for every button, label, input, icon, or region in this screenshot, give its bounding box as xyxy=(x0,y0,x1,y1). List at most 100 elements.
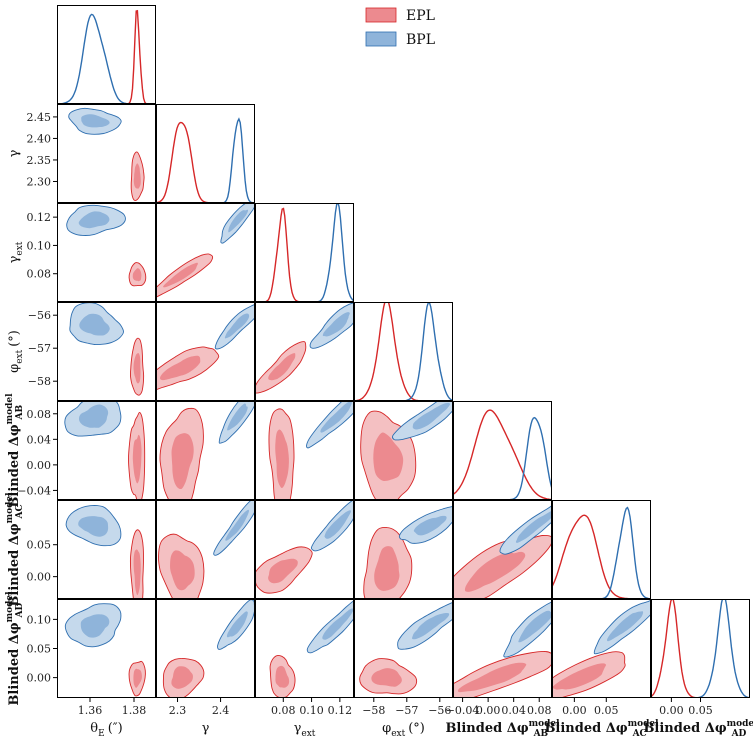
x-tick-label: 0.12 xyxy=(328,704,353,717)
y-tick-label: 0.12 xyxy=(27,211,52,224)
panel-dphi_AD-vs-dphi_AB: −0.040.00 0.04 0.08 xyxy=(446,599,552,717)
panel-thetaE-vs-thetaE xyxy=(57,5,156,104)
marginal-BPL-dphi_AC xyxy=(552,506,651,599)
panel-dphi_AD-vs-gamma_ext: 0.08 0.10 0.12 xyxy=(255,599,354,717)
contour-68-BPL xyxy=(412,402,451,430)
marginal-EPL-dphi_AC xyxy=(552,514,651,599)
contour-68-BPL xyxy=(78,516,109,537)
panel-dphi_AC-vs-phi_ext xyxy=(354,500,453,599)
corner-panels: 2.302.352.402.450.080.100.12−58−57−56−0.… xyxy=(5,5,753,739)
panel-frame xyxy=(552,599,651,698)
panel-frame xyxy=(453,500,552,599)
contour-68-BPL xyxy=(412,612,450,640)
panel-frame xyxy=(354,500,453,599)
x-tick-label: 0.00 xyxy=(476,704,501,717)
y-tick-label: 0.04 xyxy=(27,433,52,446)
x-tick-label: 1.36 xyxy=(78,704,103,717)
panel-frame xyxy=(354,599,453,698)
contour-68-EPL xyxy=(132,268,142,282)
panel-frame xyxy=(552,500,651,599)
contour-68-BPL xyxy=(322,608,354,640)
contour-68-EPL xyxy=(457,662,527,693)
panel-frame xyxy=(57,5,156,104)
marginal-BPL-gamma xyxy=(156,117,255,203)
marginal-BPL-dphi_AD xyxy=(651,599,750,698)
contour-68-BPL xyxy=(226,611,248,638)
y-tick-label: 0.00 xyxy=(27,672,52,685)
panel-dphi_AC-vs-gamma_ext xyxy=(255,500,354,599)
marginal-EPL-dphi_AB xyxy=(453,409,552,500)
y-axis-label-dphi_AD: Blinded ΔφmodelAD xyxy=(5,591,25,706)
x-tick-label: 0.00 xyxy=(659,704,684,717)
legend: EPL BPL xyxy=(365,7,435,48)
panel-phi_ext-vs-phi_ext xyxy=(354,302,453,401)
contour-68-EPL xyxy=(171,666,193,689)
panel-dphi_AD-vs-dphi_AC: 0.00 0.05 xyxy=(552,599,651,717)
x-tick-label: −56 xyxy=(428,704,451,717)
panel-frame xyxy=(57,302,156,401)
contour-68-EPL xyxy=(132,434,142,484)
panel-frame xyxy=(354,302,453,401)
y-axis-label-dphi_AC: Blinded ΔφmodelAC xyxy=(5,492,25,607)
contour-68-BPL xyxy=(515,510,552,543)
contour-68-EPL xyxy=(374,546,400,591)
panel-frame xyxy=(255,302,354,401)
contour-68-EPL xyxy=(371,668,402,687)
x-tick-label: 0.00 xyxy=(562,704,587,717)
y-tick-label: 0.08 xyxy=(27,408,52,421)
contour-68-EPL xyxy=(275,665,290,688)
y-tick-label: −0.04 xyxy=(17,484,51,497)
y-axis-label-gamma: γ xyxy=(7,149,22,157)
panel-dphi_AD-vs-thetaE: 1.36 1.38 0.00 0.05 0.10 xyxy=(27,599,156,717)
contour-68-EPL xyxy=(268,558,298,584)
panel-gamma-vs-thetaE: 2.30 2.35 2.40 2.45 xyxy=(27,104,156,203)
y-tick-label: 0.00 xyxy=(27,459,52,472)
marginal-EPL-gamma xyxy=(156,121,255,203)
legend-swatch-BPL xyxy=(365,31,397,47)
x-tick-label: 0.08 xyxy=(527,704,552,717)
y-tick-label: 0.00 xyxy=(27,571,52,584)
legend-label-BPL: BPL xyxy=(406,32,435,48)
panel-frame xyxy=(255,500,354,599)
contour-68-BPL xyxy=(320,401,352,433)
y-tick-label: 0.05 xyxy=(27,643,52,656)
contour-68-BPL xyxy=(413,515,447,536)
x-axis-label-dphi_AD: Blinded ΔφmodelAD xyxy=(643,719,753,739)
x-tick-label: 0.05 xyxy=(594,704,619,717)
panel-frame xyxy=(156,203,255,302)
contour-68-EPL xyxy=(373,432,404,482)
x-axis-label-dphi_AC: Blinded Δφmodel AC xyxy=(544,719,659,739)
panel-gamma-vs-gamma xyxy=(156,104,255,203)
panel-dphi_AB-vs-phi_ext xyxy=(354,401,453,500)
contour-68-BPL xyxy=(227,403,248,431)
panel-frame xyxy=(156,104,255,203)
x-axis-label-gamma_ext: γext xyxy=(294,721,316,739)
marginal-EPL-dphi_AD xyxy=(651,599,750,698)
axis-labels: θE (″) γ γext φext (°) Blinded Δφmodel ABBlinde… xyxy=(5,149,753,739)
marginal-BPL-phi_ext xyxy=(354,302,453,401)
contour-68-BPL xyxy=(324,510,351,539)
contour-68-BPL xyxy=(79,313,110,336)
panel-frame xyxy=(156,599,255,698)
panel-dphi_AD-vs-gamma: 2.3 2.4 xyxy=(156,599,255,717)
contour-68-BPL xyxy=(78,404,109,428)
y-tick-label: 2.30 xyxy=(27,175,52,188)
panel-dphi_AD-vs-phi_ext: −58 −57 −56 xyxy=(354,599,453,717)
panel-dphi_AC-vs-thetaE: 0.00 0.05 xyxy=(27,500,156,599)
x-tick-label: −57 xyxy=(395,704,418,717)
contour-68-EPL xyxy=(171,433,194,490)
contour-68-EPL xyxy=(133,549,141,596)
y-tick-label: 2.40 xyxy=(27,132,52,145)
x-tick-label: 0.05 xyxy=(688,704,713,717)
x-tick-label: 0.04 xyxy=(501,704,526,717)
panel-frame xyxy=(651,599,750,698)
contour-68-BPL xyxy=(224,313,250,339)
y-tick-label: 0.10 xyxy=(27,239,52,252)
panel-frame xyxy=(255,599,354,698)
contour-68-EPL xyxy=(552,663,607,690)
panel-frame xyxy=(57,203,156,302)
panel-frame xyxy=(57,599,156,698)
y-tick-label: 2.45 xyxy=(27,111,52,124)
contour-68-EPL xyxy=(159,355,201,381)
y-tick-label: −56 xyxy=(28,309,51,322)
